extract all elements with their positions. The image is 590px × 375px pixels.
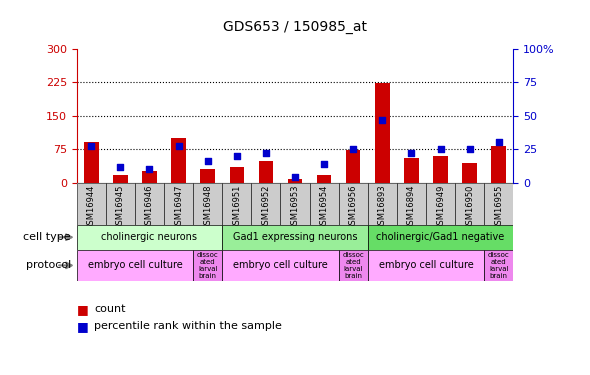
- Bar: [251, 183, 280, 225]
- Bar: [280, 183, 310, 225]
- Bar: [106, 183, 135, 225]
- Bar: [142, 171, 157, 183]
- Text: cholinergic neurons: cholinergic neurons: [101, 232, 198, 242]
- Bar: [230, 167, 244, 183]
- Text: dissoc
ated
larval
brain: dissoc ated larval brain: [342, 252, 364, 279]
- Text: GDS653 / 150985_at: GDS653 / 150985_at: [223, 20, 367, 34]
- Bar: [455, 183, 484, 225]
- Text: GSM16953: GSM16953: [290, 185, 300, 230]
- Bar: [433, 156, 448, 183]
- Bar: [77, 183, 106, 225]
- Text: GSM16944: GSM16944: [87, 185, 96, 230]
- Text: GSM16950: GSM16950: [465, 185, 474, 230]
- Text: GSM16946: GSM16946: [145, 185, 154, 230]
- Bar: [346, 150, 360, 183]
- Bar: [484, 249, 513, 281]
- Text: embryo cell culture: embryo cell culture: [379, 260, 473, 270]
- Text: embryo cell culture: embryo cell culture: [233, 260, 328, 270]
- Text: ■: ■: [77, 320, 88, 333]
- Bar: [426, 183, 455, 225]
- Bar: [339, 183, 368, 225]
- Point: [145, 166, 154, 172]
- Text: GSM16947: GSM16947: [174, 185, 183, 230]
- Text: protocol: protocol: [25, 260, 71, 270]
- Point: [290, 174, 300, 180]
- Bar: [484, 183, 513, 225]
- Point: [378, 117, 387, 123]
- Point: [87, 144, 96, 150]
- Point: [465, 146, 474, 152]
- Text: GSM16954: GSM16954: [320, 185, 329, 230]
- Bar: [310, 183, 339, 225]
- Point: [436, 146, 445, 152]
- Text: cell type: cell type: [23, 232, 71, 242]
- Point: [494, 140, 503, 146]
- Text: GSM16951: GSM16951: [232, 185, 241, 230]
- Text: GSM16945: GSM16945: [116, 185, 125, 230]
- Text: GSM16952: GSM16952: [261, 185, 270, 230]
- Point: [319, 161, 329, 167]
- Text: ■: ■: [77, 303, 88, 316]
- Text: dissoc
ated
larval
brain: dissoc ated larval brain: [197, 252, 218, 279]
- Text: GSM16955: GSM16955: [494, 185, 503, 230]
- Bar: [135, 183, 164, 225]
- Text: percentile rank within the sample: percentile rank within the sample: [94, 321, 282, 331]
- Text: GSM16894: GSM16894: [407, 185, 416, 230]
- Text: GSM16948: GSM16948: [203, 185, 212, 230]
- Point: [174, 144, 183, 150]
- Text: GSM16956: GSM16956: [349, 185, 358, 230]
- Text: count: count: [94, 304, 126, 314]
- Bar: [193, 249, 222, 281]
- Bar: [258, 161, 273, 183]
- Bar: [368, 249, 484, 281]
- Point: [203, 158, 212, 164]
- Bar: [368, 183, 397, 225]
- Bar: [77, 249, 193, 281]
- Bar: [404, 158, 419, 183]
- Text: cholinergic/Gad1 negative: cholinergic/Gad1 negative: [376, 232, 504, 242]
- Bar: [317, 175, 332, 183]
- Bar: [222, 249, 339, 281]
- Bar: [193, 183, 222, 225]
- Point: [116, 164, 125, 170]
- Bar: [201, 169, 215, 183]
- Bar: [339, 249, 368, 281]
- Point: [232, 153, 241, 159]
- Bar: [113, 175, 127, 183]
- Bar: [397, 183, 426, 225]
- Point: [407, 150, 416, 156]
- Text: GSM16949: GSM16949: [436, 185, 445, 230]
- Bar: [368, 225, 513, 249]
- Text: dissoc
ated
larval
brain: dissoc ated larval brain: [488, 252, 510, 279]
- Bar: [222, 225, 368, 249]
- Bar: [375, 83, 389, 183]
- Bar: [171, 138, 186, 183]
- Bar: [164, 183, 193, 225]
- Text: GSM16893: GSM16893: [378, 185, 387, 230]
- Text: embryo cell culture: embryo cell culture: [87, 260, 182, 270]
- Bar: [491, 146, 506, 183]
- Bar: [288, 179, 302, 183]
- Bar: [84, 142, 99, 183]
- Bar: [77, 225, 222, 249]
- Point: [349, 146, 358, 152]
- Bar: [222, 183, 251, 225]
- Bar: [463, 164, 477, 183]
- Point: [261, 150, 271, 156]
- Text: Gad1 expressing neurons: Gad1 expressing neurons: [232, 232, 358, 242]
